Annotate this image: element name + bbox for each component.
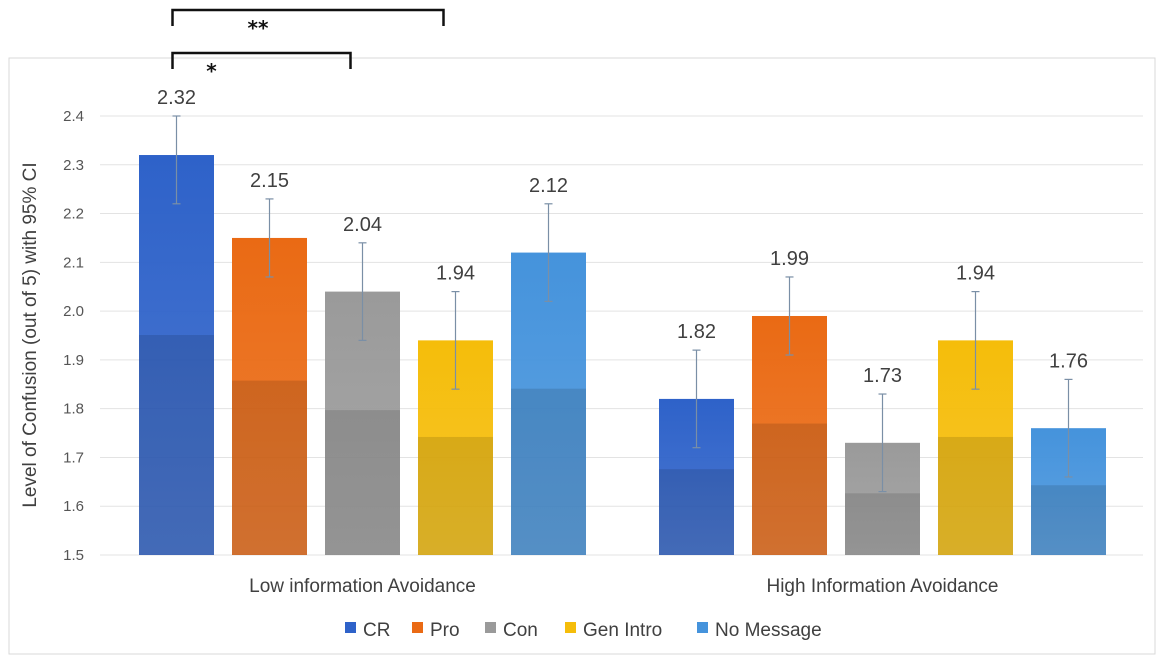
y-tick-label: 1.7 (63, 449, 84, 466)
data-label: 1.82 (677, 321, 716, 343)
y-tick-label: 1.6 (63, 498, 84, 515)
data-label: 1.94 (436, 263, 475, 285)
legend: CR Pro Con Gen Intro No Message (345, 620, 822, 641)
legend-swatch (412, 622, 423, 633)
y-tick-label: 1.5 (63, 547, 84, 564)
bar-no-message (511, 252, 586, 556)
y-axis-label: Level of Confusion (out of 5) with 95% C… (20, 162, 41, 507)
bar-shade (511, 388, 586, 555)
category-label-high: High Information Avoidance (766, 576, 998, 597)
data-label: 1.99 (770, 248, 809, 270)
data-label: 2.32 (157, 87, 196, 109)
legend-label: Con (503, 620, 538, 641)
legend-label: No Message (715, 620, 822, 641)
bar-shade (845, 493, 920, 555)
significance-bracket (171, 8, 445, 26)
significance-brackets: *** (171, 8, 445, 83)
data-label: 2.04 (343, 214, 382, 236)
significance-marker: ** (248, 16, 269, 40)
legend-swatch (345, 622, 356, 633)
data-labels: 2.32 1.82 2.15 1.99 2.04 1.73 1.94 1.94 2.12 1.76 (157, 87, 1088, 387)
y-tick-label: 1.9 (63, 352, 84, 369)
y-tick-label: 2.2 (63, 206, 84, 223)
bar-shade (659, 469, 734, 555)
category-label-low: Low information Avoidance (249, 576, 476, 597)
legend-label: Pro (430, 620, 460, 641)
bar-shade (1031, 485, 1106, 555)
bar-cr (139, 155, 214, 555)
bar-shade (139, 335, 214, 555)
legend-label: CR (363, 620, 390, 641)
y-tick-label: 1.8 (63, 401, 84, 418)
data-label: 2.12 (529, 175, 568, 197)
y-axis-ticks: 1.5 1.6 1.7 1.8 1.9 2.0 2.1 2.2 2.3 2.4 (63, 108, 84, 564)
y-tick-label: 2.0 (63, 303, 84, 320)
bar-pro (232, 237, 307, 555)
legend-swatch (697, 622, 708, 633)
bar-shade (752, 423, 827, 555)
data-label: 2.15 (250, 170, 289, 192)
legend-label: Gen Intro (583, 620, 662, 641)
bar-shade (232, 380, 307, 555)
data-label: 1.73 (863, 365, 902, 387)
significance-marker: * (206, 59, 217, 83)
legend-swatch (565, 622, 576, 633)
y-tick-label: 2.1 (63, 254, 84, 271)
significance-bracket (171, 51, 352, 69)
y-tick-label: 2.4 (63, 108, 84, 125)
y-tick-label: 2.3 (63, 157, 84, 174)
error-bars (172, 115, 1073, 493)
bar-shade (418, 436, 493, 555)
data-label: 1.76 (1049, 350, 1088, 372)
bar-pro (752, 315, 827, 555)
bar-shade (938, 436, 1013, 555)
legend-swatch (485, 622, 496, 633)
bars (139, 155, 1106, 556)
bar-shade (325, 410, 400, 555)
data-label: 1.94 (956, 263, 995, 285)
